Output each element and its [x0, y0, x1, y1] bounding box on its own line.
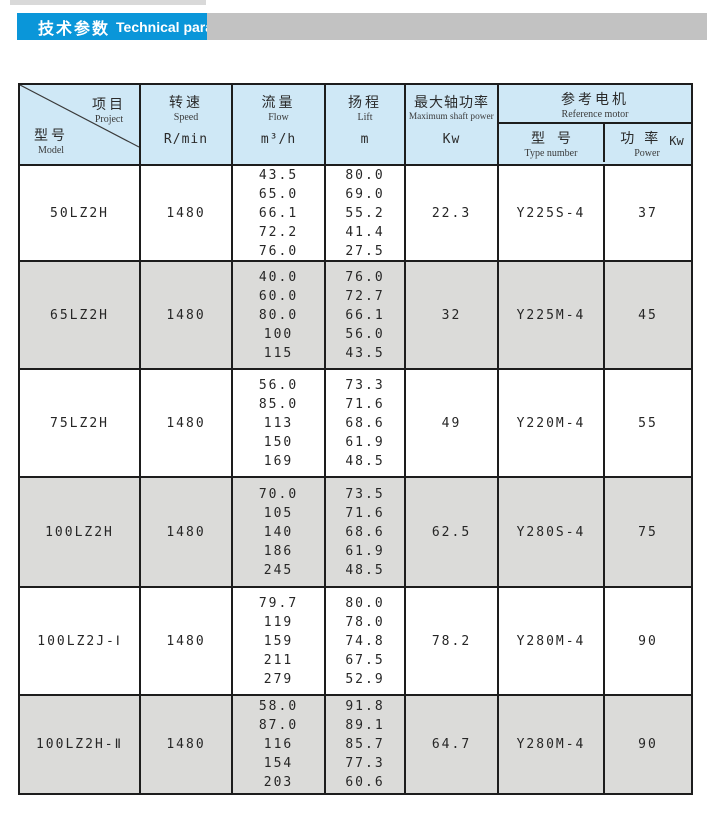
flow-cell: 40.0 60.0 80.0 100 115: [233, 262, 326, 368]
lift-cell: 91.8 89.1 85.7 77.3 60.6: [326, 696, 406, 793]
speed-cell: 1480: [141, 588, 233, 694]
flow-cell: 43.5 65.0 66.1 72.2 76.0: [233, 166, 326, 261]
table-row: 100LZ2H 1480 70.0 105 140 186 245 73.5 7…: [20, 476, 691, 586]
motor-power-cell: 37: [638, 206, 658, 221]
motor-power-cell: 45: [638, 307, 658, 323]
lift-cell: 80.0 69.0 55.2 41.4 27.5: [326, 166, 406, 261]
technical-parameters-table: 项目 Project 型号 Model 转速 Speed R/min 流量 Fl…: [18, 83, 693, 795]
motor-power-cell: 90: [638, 633, 658, 649]
model-cell: 65LZ2H: [20, 262, 141, 368]
max-shaft-power-cell: 22.3: [406, 166, 499, 261]
model-cell: 50LZ2H: [20, 166, 141, 261]
top-divider-strip: [10, 0, 206, 5]
max-shaft-power-cell: 62.5: [406, 478, 499, 586]
table-row: 75LZ2H 1480 56.0 85.0 113 150 169 73.3 7…: [20, 368, 691, 476]
section-title: 技术参数 Technical parameters: [17, 13, 259, 40]
motor-type-cell: Y220M-4: [499, 370, 605, 476]
motor-power-cell: 55: [638, 415, 658, 431]
motor-power-cell: 90: [638, 737, 658, 752]
header-reference-motor-group: 参考电机 Reference motor 型号 Type number 功率 K…: [499, 85, 691, 164]
lift-cell: 73.5 71.6 68.6 61.9 48.5: [326, 478, 406, 586]
header-flow: 流量 Flow m³/h: [233, 85, 326, 164]
speed-cell: 1480: [141, 370, 233, 476]
flow-cell: 79.7 119 159 211 279: [233, 588, 326, 694]
header-max-shaft-power: 最大轴功率 Maximum shaft power Kw: [406, 85, 499, 164]
model-cell: 75LZ2H: [20, 370, 141, 476]
max-shaft-power-cell: 49: [406, 370, 499, 476]
motor-type-cell: Y280M-4: [499, 696, 605, 793]
header-speed: 转速 Speed R/min: [141, 85, 233, 164]
max-shaft-power-cell: 64.7: [406, 696, 499, 793]
header-motor-type: 型号 Type number: [499, 124, 605, 162]
lift-cell: 80.0 78.0 74.8 67.5 52.9: [326, 588, 406, 694]
lift-cell: 76.0 72.7 66.1 56.0 43.5: [326, 262, 406, 368]
corner-header-cell: 项目 Project 型号 Model: [20, 85, 141, 164]
motor-power-unit: Kw: [669, 133, 684, 148]
speed-cell: 1480: [141, 262, 233, 368]
model-cell: 100LZ2H-Ⅱ: [20, 696, 141, 793]
lift-cell: 73.3 71.6 68.6 61.9 48.5: [326, 370, 406, 476]
corner-model-label: 型号 Model: [34, 127, 68, 156]
motor-type-cell: Y225S-4: [499, 166, 605, 261]
table-row: 50LZ2H 1480 43.5 65.0 66.1 72.2 76.0 80.…: [20, 164, 691, 261]
header-motor-subcolumns: 型号 Type number 功率 Kw Power: [499, 124, 691, 162]
header-reference-motor: 参考电机 Reference motor: [499, 85, 691, 124]
speed-cell: 1480: [141, 478, 233, 586]
motor-type-cell: Y280S-4: [499, 478, 605, 586]
table-header-row: 项目 Project 型号 Model 转速 Speed R/min 流量 Fl…: [20, 85, 691, 164]
diagonal-divider: [20, 85, 139, 148]
max-shaft-power-cell: 32: [406, 262, 499, 368]
table-body: 50LZ2H 1480 43.5 65.0 66.1 72.2 76.0 80.…: [20, 164, 691, 793]
header-lift: 扬程 Lift m: [326, 85, 406, 164]
title-bar-extension: [207, 13, 707, 40]
section-title-cn: 技术参数: [38, 20, 111, 38]
speed-cell: 1480: [141, 696, 233, 793]
model-cell: 100LZ2J-Ⅰ: [20, 588, 141, 694]
motor-type-cell: Y280M-4: [499, 588, 605, 694]
max-shaft-power-cell: 78.2: [406, 588, 499, 694]
speed-cell: 1480: [141, 166, 233, 261]
flow-cell: 56.0 85.0 113 150 169: [233, 370, 326, 476]
section-title-bar: 技术参数 Technical parameters: [17, 13, 707, 40]
flow-cell: 70.0 105 140 186 245: [233, 478, 326, 586]
corner-project-label: 项目 Project: [92, 96, 126, 125]
table-row: 65LZ2H 1480 40.0 60.0 80.0 100 115 76.0 …: [20, 260, 691, 368]
motor-type-cell: Y225M-4: [499, 262, 605, 368]
table-row: 100LZ2H-Ⅱ 1480 58.0 87.0 116 154 203 91.…: [20, 694, 691, 793]
table-row: 100LZ2J-Ⅰ 1480 79.7 119 159 211 279 80.0…: [20, 586, 691, 694]
flow-cell: 58.0 87.0 116 154 203: [233, 696, 326, 793]
motor-power-cell: 75: [638, 524, 658, 540]
model-cell: 100LZ2H: [20, 478, 141, 586]
header-motor-power: 功率 Kw Power: [620, 129, 684, 159]
